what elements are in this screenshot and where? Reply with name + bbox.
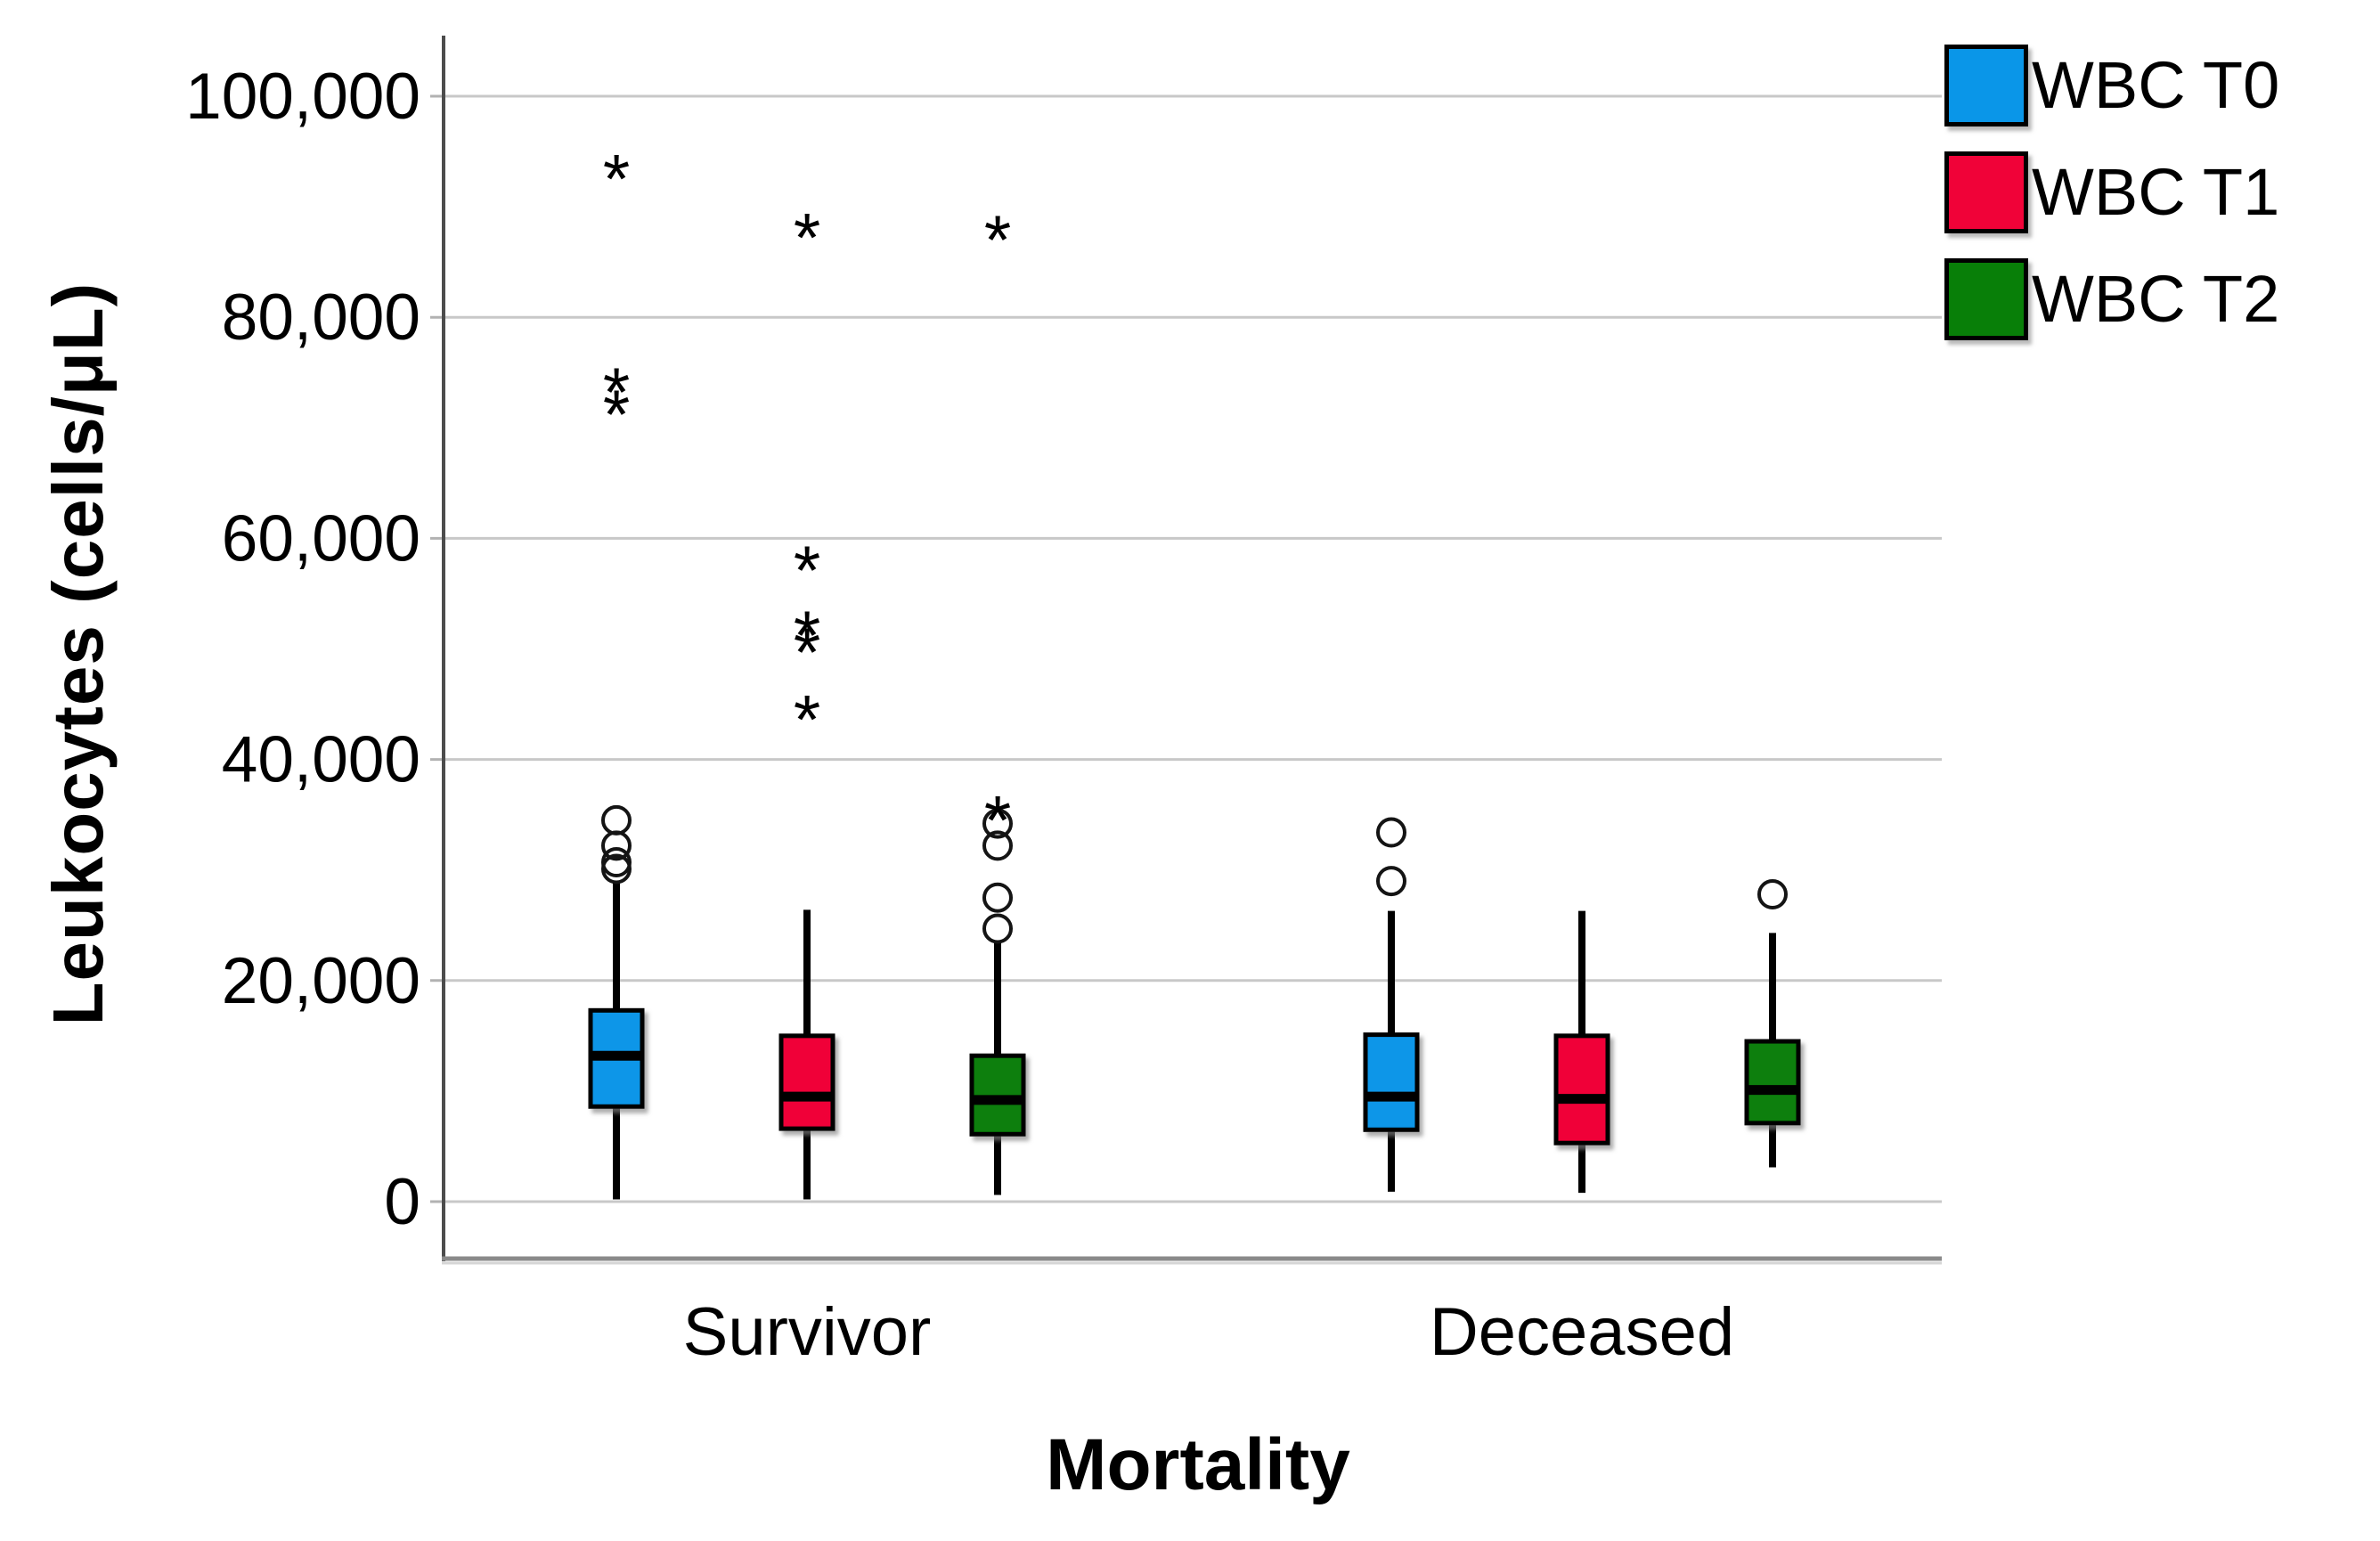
outlier-circle-wbc-t0-deceased — [1376, 817, 1406, 848]
extreme-asterisk-wbc-t1-survivor: * — [794, 613, 820, 691]
legend-swatch-wbc-t1 — [1944, 151, 2028, 233]
legend-label-wbc-t1: WBC T1 — [2032, 155, 2280, 229]
extreme-asterisk-wbc-t2-survivor: * — [984, 780, 1011, 859]
outlier-circle-wbc-t2-deceased — [1757, 879, 1788, 910]
box-wbc-t2-survivor — [969, 1053, 1026, 1137]
outlier-circle-wbc-t0-survivor — [601, 804, 632, 836]
y-tick-label: 60,000 — [222, 502, 420, 575]
box-wbc-t1-deceased — [1553, 1033, 1610, 1146]
legend-label-wbc-t2: WBC T2 — [2032, 262, 2280, 336]
outlier-circle-wbc-t2-survivor — [982, 913, 1013, 944]
box-wbc-t1-survivor — [778, 1033, 835, 1131]
box-wbc-t2-deceased — [1744, 1039, 1801, 1126]
y-tick-label: 100,000 — [185, 61, 420, 133]
outlier-circle-wbc-t2-survivor — [982, 830, 1013, 861]
extreme-asterisk-wbc-t1-survivor: * — [794, 198, 820, 276]
legend-row-wbc-t2: WBC T2 — [1944, 258, 2279, 340]
y-tick-label: 20,000 — [222, 945, 420, 1017]
legend-row-wbc-t0: WBC T0 — [1944, 45, 2279, 126]
extreme-asterisk-wbc-t0-survivor: * — [603, 353, 630, 431]
outlier-circle-wbc-t2-survivor — [982, 882, 1013, 913]
extreme-asterisk-wbc-t1-survivor: * — [794, 531, 820, 609]
box-wbc-t0-deceased — [1363, 1032, 1420, 1132]
y-tick-label: 0 — [384, 1166, 420, 1238]
outlier-circle-wbc-t2-survivor — [982, 808, 1013, 839]
extreme-asterisk-wbc-t2-survivor: * — [984, 200, 1011, 279]
legend-label-wbc-t0: WBC T0 — [2032, 48, 2280, 122]
x-tick-label-deceased: Deceased — [1429, 1294, 1735, 1370]
y-axis-title: Leukocytes (cells/μL) — [38, 281, 118, 1026]
extreme-asterisk-wbc-t1-survivor: * — [794, 596, 820, 674]
legend: WBC T0 WBC T1 WBC T2 — [1944, 45, 2279, 365]
outlier-circle-wbc-t0-survivor — [601, 847, 632, 878]
legend-swatch-wbc-t2 — [1944, 258, 2028, 340]
legend-row-wbc-t1: WBC T1 — [1944, 151, 2279, 233]
extreme-asterisk-wbc-t0-survivor: * — [603, 375, 630, 453]
x-tick-label-survivor: Survivor — [682, 1294, 932, 1370]
y-tick-label: 80,000 — [222, 281, 420, 354]
y-tick-label: 40,000 — [222, 724, 420, 796]
extreme-asterisk-wbc-t1-survivor: * — [794, 681, 820, 759]
extreme-asterisk-wbc-t0-survivor: * — [603, 140, 630, 218]
outlier-circle-wbc-t0-deceased — [1376, 866, 1406, 897]
legend-swatch-wbc-t0 — [1944, 45, 2028, 126]
x-axis-title: Mortality — [1046, 1424, 1350, 1505]
